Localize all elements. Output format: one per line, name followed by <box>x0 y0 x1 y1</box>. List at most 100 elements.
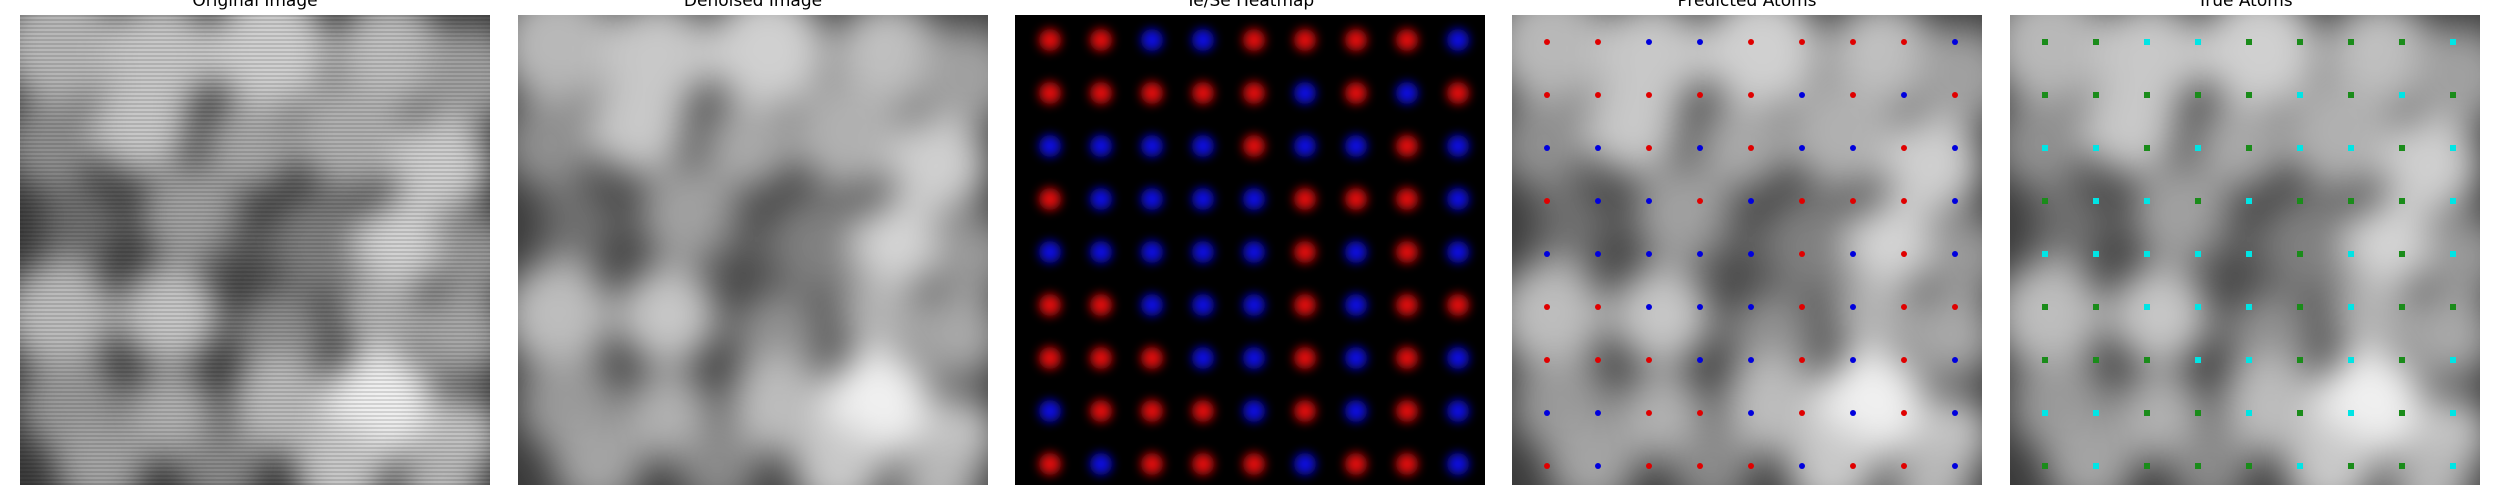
predicted-se-atom <box>1595 198 1601 204</box>
te-heat-spot <box>1039 347 1061 369</box>
predicted-te-atom <box>1544 463 1550 469</box>
true-atom-cyan <box>2348 145 2354 151</box>
predicted-se-atom <box>1646 304 1652 310</box>
true-atom-green <box>2246 463 2252 469</box>
true-atom-green <box>2399 304 2405 310</box>
predicted-te-atom <box>1748 145 1754 151</box>
true-atom-cyan <box>2093 145 2099 151</box>
predicted-te-atom <box>1748 92 1754 98</box>
true-atom-green <box>2144 145 2150 151</box>
predicted-te-atom <box>1697 92 1703 98</box>
predicted-te-atom <box>1595 39 1601 45</box>
true-atom-cyan <box>2246 410 2252 416</box>
predicted-se-atom <box>1748 357 1754 363</box>
se-heat-spot <box>1345 241 1367 263</box>
te-heat-spot <box>1039 294 1061 316</box>
predicted-te-atom <box>1901 145 1907 151</box>
se-heat-spot <box>1345 400 1367 422</box>
true-atom-green <box>2450 92 2456 98</box>
predicted-te-atom <box>1799 304 1805 310</box>
true-atom-green <box>2195 410 2201 416</box>
true-atom-cyan <box>2348 357 2354 363</box>
denoised-image <box>518 15 988 485</box>
true-atom-green <box>2297 39 2303 45</box>
true-atom-cyan <box>2042 145 2048 151</box>
te-heat-spot <box>1345 188 1367 210</box>
se-heat-spot <box>1243 188 1265 210</box>
true-atom-cyan <box>2450 251 2456 257</box>
true-atom-cyan <box>2297 145 2303 151</box>
te-heat-spot <box>1396 400 1418 422</box>
true-atom-green <box>2246 39 2252 45</box>
te-heat-spot <box>1039 188 1061 210</box>
true-atom-green <box>2348 92 2354 98</box>
true-atom-green <box>2246 145 2252 151</box>
true-atom-cyan <box>2144 251 2150 257</box>
te-heat-spot <box>1039 82 1061 104</box>
se-heat-spot <box>1345 135 1367 157</box>
te-heat-spot <box>1192 453 1214 475</box>
se-heat-spot <box>1090 188 1112 210</box>
predicted-te-atom <box>1646 92 1652 98</box>
se-heat-spot <box>1192 135 1214 157</box>
predicted-se-atom <box>1952 39 1958 45</box>
true-atom-green <box>2399 39 2405 45</box>
te-heat-spot <box>1090 347 1112 369</box>
predicted-te-atom <box>1544 198 1550 204</box>
predicted-se-atom <box>1646 39 1652 45</box>
se-heat-spot <box>1345 294 1367 316</box>
se-heat-spot <box>1243 294 1265 316</box>
te-heat-spot <box>1243 135 1265 157</box>
true-atom-green <box>2042 198 2048 204</box>
te-heat-spot <box>1090 82 1112 104</box>
se-heat-spot <box>1141 29 1163 51</box>
true-atom-cyan <box>2246 251 2252 257</box>
te-heat-spot <box>1039 29 1061 51</box>
se-heat-spot <box>1345 347 1367 369</box>
predicted-te-atom <box>1901 198 1907 204</box>
te-heat-spot <box>1090 400 1112 422</box>
se-heat-spot <box>1192 241 1214 263</box>
true-atom-cyan <box>2399 92 2405 98</box>
se-heat-spot <box>1039 135 1061 157</box>
predicted-se-atom <box>1799 145 1805 151</box>
true-atom-cyan <box>2144 198 2150 204</box>
true-atom-cyan <box>2450 39 2456 45</box>
true-atom-cyan <box>2297 92 2303 98</box>
te-heat-spot <box>1396 294 1418 316</box>
predicted-te-atom <box>1697 410 1703 416</box>
te-heat-spot <box>1396 188 1418 210</box>
true-atom-green <box>2348 463 2354 469</box>
se-heat-spot <box>1243 347 1265 369</box>
true-atom-green <box>2399 357 2405 363</box>
te-heat-spot <box>1141 347 1163 369</box>
te-heat-spot <box>1294 294 1316 316</box>
true-atom-green <box>2042 92 2048 98</box>
true-atom-cyan <box>2450 410 2456 416</box>
predicted-atoms-image <box>1512 15 1982 485</box>
panel-true: True Atoms <box>2010 0 2480 500</box>
true-atom-cyan <box>2450 198 2456 204</box>
true-atom-green <box>2399 463 2405 469</box>
true-atom-cyan <box>2450 145 2456 151</box>
true-atoms-image <box>2010 15 2480 485</box>
predicted-te-atom <box>1697 198 1703 204</box>
predicted-se-atom <box>1595 251 1601 257</box>
se-heat-spot <box>1243 400 1265 422</box>
predicted-se-atom <box>1748 304 1754 310</box>
se-heat-spot <box>1090 453 1112 475</box>
predicted-te-atom <box>1901 410 1907 416</box>
true-atom-green <box>2450 304 2456 310</box>
true-atom-green <box>2144 463 2150 469</box>
predicted-te-atom <box>1799 251 1805 257</box>
true-atom-green <box>2297 251 2303 257</box>
predicted-te-atom <box>1901 357 1907 363</box>
predicted-se-atom <box>1544 145 1550 151</box>
predicted-se-atom <box>1646 198 1652 204</box>
true-atom-cyan <box>2195 39 2201 45</box>
true-atom-cyan <box>2246 304 2252 310</box>
predicted-se-atom <box>1697 304 1703 310</box>
true-atom-green <box>2093 357 2099 363</box>
predicted-te-atom <box>1595 92 1601 98</box>
true-atom-cyan <box>2297 463 2303 469</box>
